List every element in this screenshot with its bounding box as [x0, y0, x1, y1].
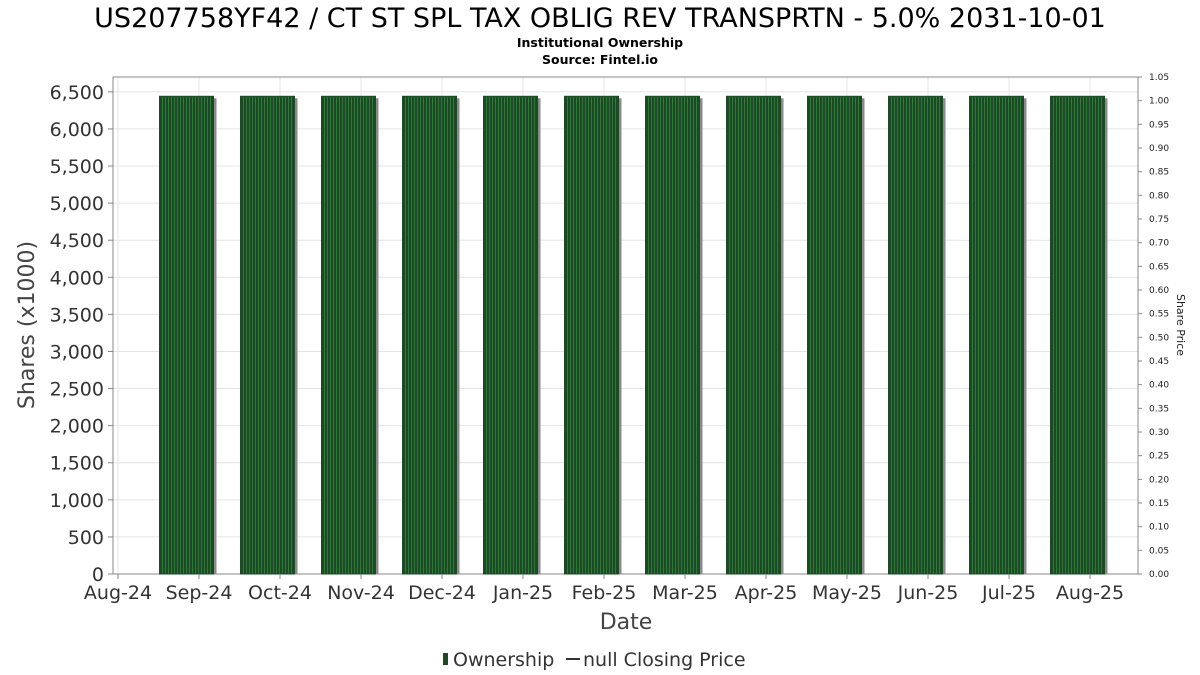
- y2-tick-label: 0.45: [1149, 357, 1169, 367]
- chart-title: US207758YF42 / CT ST SPL TAX OBLIG REV T…: [94, 3, 1106, 34]
- y2-tick-label: 0.65: [1149, 262, 1169, 272]
- ownership-bar-Sep-24: [159, 95, 214, 575]
- y2-axis-ticks: 0.00 0.05 0.10 0.15 0.20 0.25 0.30 0.35 0.40 0.45…: [1138, 73, 1169, 580]
- ownership-bar-Mar-25: [645, 95, 700, 575]
- y2-tick-label: 1.05: [1149, 73, 1169, 83]
- y-tick-label: 4,500: [50, 230, 104, 252]
- ownership-bar-Dec-24: [402, 95, 457, 575]
- x-tick-label: Dec-24: [408, 582, 476, 604]
- y2-tick-label: 0.95: [1149, 120, 1169, 130]
- y-tick-label: 2,500: [50, 379, 104, 401]
- y-tick-label: 500: [68, 527, 104, 549]
- y2-tick-label: 0.90: [1149, 144, 1169, 154]
- y2-tick-label: 1.00: [1149, 97, 1169, 107]
- y-tick-label: 3,500: [50, 304, 104, 326]
- ownership-bar-Feb-25: [564, 95, 619, 575]
- x-tick-label: May-25: [812, 582, 882, 604]
- ownership-bar-Oct-24: [240, 95, 295, 575]
- y2-tick-label: 0.05: [1149, 546, 1169, 556]
- y2-tick-label: 0.60: [1149, 286, 1169, 296]
- legend-price-label: null Closing Price: [583, 649, 746, 671]
- x-tick-label: Jun-25: [897, 582, 959, 604]
- y2-tick-label: 0.00: [1149, 570, 1169, 580]
- y-axis-title: Shares (x1000): [15, 241, 40, 409]
- y2-tick-label: 0.15: [1149, 499, 1169, 509]
- ownership-bar-Nov-24: [321, 95, 376, 575]
- y-axis-ticks: 0 500 1,000 1,500 2,000 2,500 3,000 3,500 4,000 4…: [50, 82, 113, 586]
- y2-tick-label: 0.85: [1149, 168, 1169, 178]
- x-tick-label: Nov-24: [327, 582, 395, 604]
- x-tick-label: Feb-25: [572, 582, 637, 604]
- y-tick-label: 5,000: [50, 193, 104, 215]
- x-tick-label: Jan-25: [492, 582, 553, 604]
- y-tick-label: 4,000: [50, 267, 104, 289]
- y2-tick-label: 0.20: [1149, 475, 1169, 485]
- y2-tick-label: 0.10: [1149, 523, 1169, 533]
- y2-tick-label: 0.50: [1149, 333, 1169, 343]
- x-axis-title: Date: [600, 610, 653, 635]
- ownership-bar-May-25: [807, 95, 862, 575]
- x-tick-label: Oct-24: [248, 582, 312, 604]
- y2-axis-title: Share Price: [1174, 294, 1187, 356]
- x-tick-label: Sep-24: [166, 582, 233, 604]
- legend-ownership-swatch: [443, 653, 448, 665]
- bars-group: [159, 95, 1108, 575]
- y-tick-label: 1,000: [50, 490, 104, 512]
- x-tick-label: Aug-25: [1056, 582, 1124, 604]
- x-axis-ticks: Aug-24 Sep-24 Oct-24 Nov-24 Dec-24 Jan-25 Feb-…: [84, 574, 1124, 604]
- y-tick-label: 5,500: [50, 156, 104, 178]
- chart-subtitle-line-1: Institutional Ownership: [517, 35, 683, 50]
- y2-tick-label: 0.80: [1149, 191, 1169, 201]
- x-tick-label: Apr-25: [735, 582, 798, 604]
- ownership-bar-Jan-25: [483, 95, 538, 575]
- y-tick-label: 1,500: [50, 453, 104, 475]
- legend: Ownership null Closing Price: [443, 649, 746, 671]
- y-tick-label: 3,000: [50, 341, 104, 363]
- y-tick-label: 0: [92, 564, 104, 586]
- y2-tick-label: 0.30: [1149, 428, 1169, 438]
- x-tick-label: Aug-24: [84, 582, 152, 604]
- y2-tick-label: 0.25: [1149, 452, 1169, 462]
- y-tick-label: 2,000: [50, 416, 104, 438]
- ownership-bar-Aug-25: [1050, 95, 1105, 575]
- x-tick-label: Jul-25: [981, 582, 1036, 604]
- legend-ownership-label: Ownership: [453, 649, 554, 671]
- ownership-bar-Jun-25: [888, 95, 943, 575]
- y-tick-label: 6,000: [50, 119, 104, 141]
- x-tick-label: Mar-25: [652, 582, 718, 604]
- y2-tick-label: 0.75: [1149, 215, 1169, 225]
- plot-frame: [112, 76, 1139, 575]
- ownership-bar-Apr-25: [726, 95, 781, 575]
- ownership-bar-Jul-25: [969, 95, 1024, 575]
- chart-subtitle-line-2: Source: Fintel.io: [542, 52, 658, 67]
- y2-tick-label: 0.70: [1149, 239, 1169, 249]
- y-tick-label: 6,500: [50, 82, 104, 104]
- y2-tick-label: 0.35: [1149, 404, 1169, 414]
- y2-tick-label: 0.40: [1149, 381, 1169, 391]
- y2-tick-label: 0.55: [1149, 310, 1169, 320]
